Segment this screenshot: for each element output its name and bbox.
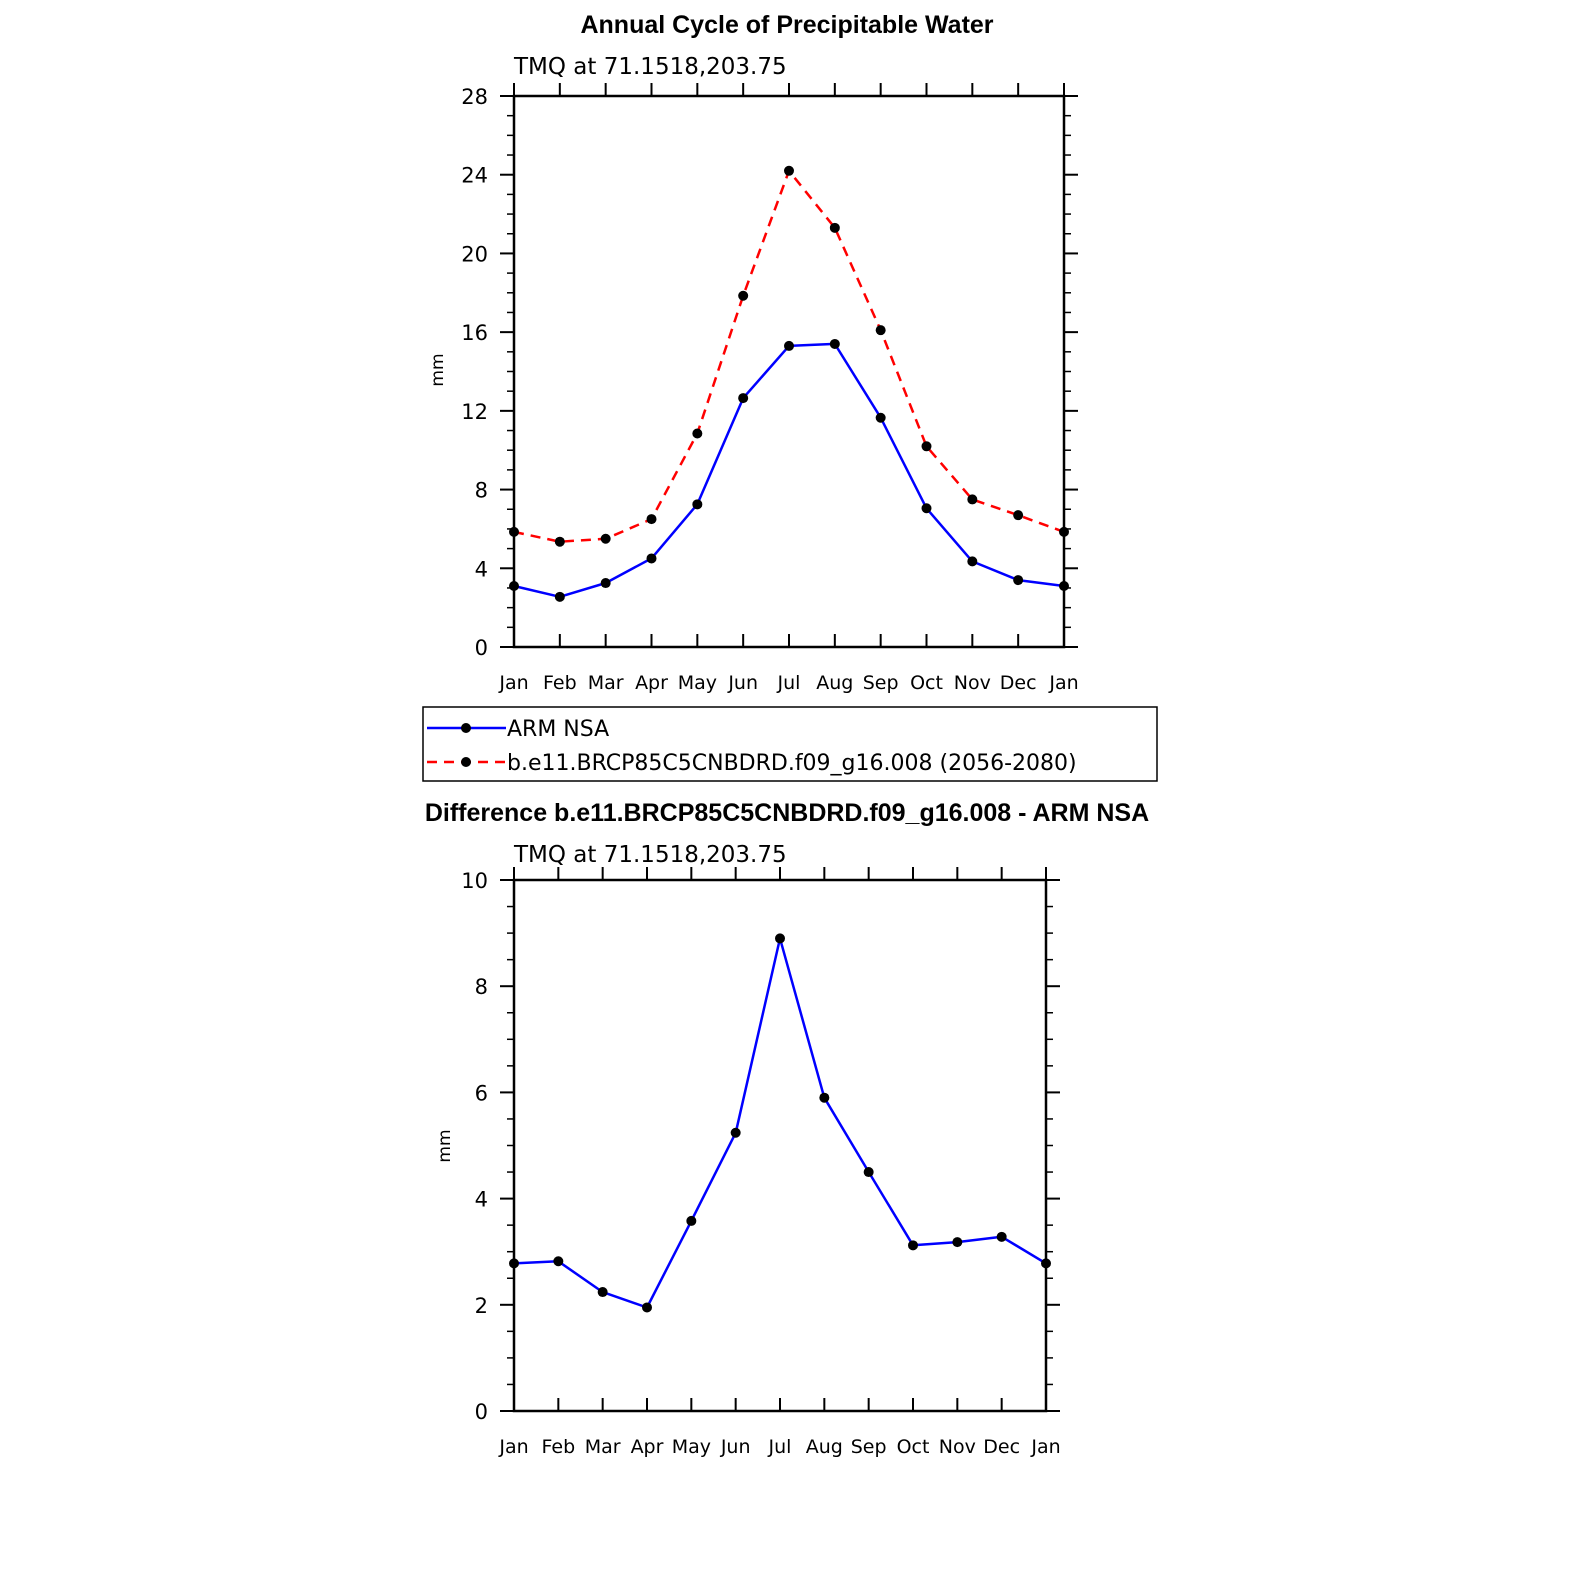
chart1-x-tick-label: Jul	[777, 672, 801, 694]
chart2-series-1-point	[775, 933, 785, 944]
chart2-series-1-point	[509, 1258, 519, 1269]
chart2-series-1-line	[513, 937, 1047, 1309]
chart1-series-2-point	[509, 526, 519, 537]
chart1-x-tick-label: Mar	[588, 672, 624, 694]
chart2-series-1-point	[819, 1092, 830, 1103]
chart2-y-axis-label: mm	[435, 1129, 455, 1162]
chart2-y-tick-label: 6	[475, 1081, 488, 1105]
chart1-plot-area: Jan Feb Mar Apr May Jun Jul Aug Sep Oct Nov Dec Jan 0…	[461, 83, 1079, 694]
chart1-series-2-point	[784, 165, 794, 176]
chart1-series-2-point	[967, 494, 978, 505]
chart1-series-1-point	[600, 578, 611, 589]
chart1-series-1-point	[1059, 580, 1069, 591]
chart2-x-tick-label: Feb	[542, 1436, 576, 1458]
chart2-series-1-point	[1041, 1258, 1051, 1269]
chart1-x-tick-label: Aug	[816, 672, 853, 694]
chart1-x-tick-label: Oct	[910, 672, 943, 694]
chart1-series-2-point	[738, 290, 749, 301]
chart1-series-2-point	[1013, 510, 1024, 521]
chart1-series-1-point	[509, 580, 519, 591]
chart1-series-2-line	[513, 169, 1065, 543]
chart2-subtitle: TMQ at 71.1518,203.75	[513, 842, 787, 868]
chart1-series-2-point	[600, 533, 611, 544]
chart1-x-tick-label: Feb	[543, 672, 577, 694]
chart2-series-1-point	[642, 1302, 652, 1313]
chart2-series-1-point	[996, 1231, 1007, 1242]
chart1-series-1-point	[646, 553, 657, 564]
chart1-series-1-point	[784, 340, 794, 351]
chart1-y-tick-label: 12	[461, 400, 488, 424]
chart2-x-tick-label: May	[672, 1436, 711, 1458]
chart2-series-1-point	[863, 1167, 874, 1178]
chart1-series-2-point	[921, 441, 932, 452]
chart2-x-tick-label: Jan	[1030, 1436, 1060, 1458]
chart2-y-tick-label: 2	[475, 1294, 488, 1318]
chart1-series-1-point	[738, 393, 749, 404]
chart1-series-1-line	[513, 342, 1065, 599]
chart1-y-axis-label: mm	[428, 353, 448, 386]
chart2-series-1-point	[686, 1215, 697, 1226]
chart1-series-1-point	[692, 499, 703, 510]
chart2-x-tick-label: Apr	[631, 1436, 664, 1458]
legend-box	[422, 706, 1158, 782]
chart1-y-tick-label: 24	[461, 164, 488, 188]
chart1-series-2-point	[692, 428, 703, 439]
chart1-x-tick-label: May	[678, 672, 717, 694]
chart1-y-tick-label: 20	[461, 242, 488, 266]
chart2-x-tick-label: Mar	[585, 1436, 621, 1458]
chart1-series-1-point	[829, 338, 840, 349]
chart2-plot-frame	[512, 878, 1048, 1413]
chart2-series-1-point	[597, 1287, 608, 1298]
chart1-series-1-point	[921, 503, 932, 514]
chart1-series-2-point	[829, 222, 840, 233]
chart1-series-2-point	[554, 536, 565, 547]
chart1-x-tick-label: Jan	[498, 672, 528, 694]
chart2-x-tick-label: Jan	[498, 1436, 528, 1458]
chart1-series-2-point	[875, 325, 886, 336]
chart1-x-tick-label: Nov	[954, 672, 991, 694]
chart2-title: Difference b.e11.BRCP85C5CNBDRD.f09_g16.…	[425, 799, 1149, 827]
chart2-y-tick-label: 10	[461, 869, 488, 893]
chart1-x-tick-label: Jan	[1048, 672, 1078, 694]
chart2-y-tick-label: 4	[475, 1188, 488, 1212]
chart2-x-tick-label: Oct	[897, 1436, 930, 1458]
chart1-subtitle: TMQ at 71.1518,203.75	[513, 54, 787, 80]
chart2-series-1-point	[908, 1240, 918, 1251]
legend-marker-arm-nsa	[461, 723, 471, 733]
chart1-y-tick-label: 8	[475, 479, 488, 503]
chart2-y-tick-label: 8	[475, 975, 488, 999]
chart1-series-1-point	[875, 412, 886, 423]
chart1-y-tick-label: 4	[475, 557, 488, 581]
chart2-x-tick-label: Nov	[939, 1436, 976, 1458]
chart2-x-tick-label: Jul	[768, 1436, 792, 1458]
chart2-plot-area: Jan Feb Mar Apr May Jun Jul Aug Sep Oct Nov Dec Jan 0…	[461, 867, 1061, 1458]
chart1-legend: ARM NSA b.e11.BRCP85C5CNBDRD.f09_g16.008…	[422, 706, 1158, 782]
chart1-y-tick-label: 28	[461, 85, 488, 109]
chart2-series-1-point	[730, 1127, 741, 1138]
chart1-x-tick-label: Dec	[1000, 672, 1037, 694]
chart2-x-tick-label: Jun	[720, 1436, 751, 1458]
chart2-x-tick-label: Aug	[806, 1436, 843, 1458]
chart1-series-1-point	[967, 556, 978, 567]
chart1-series-1-point	[1013, 575, 1024, 586]
chart1-y-tick-label: 0	[475, 636, 488, 660]
chart1-y-tick-label: 16	[461, 321, 488, 345]
legend-marker-model	[461, 757, 471, 767]
chart1-x-tick-label: Jun	[727, 672, 758, 694]
chart1-x-tick-label: Apr	[635, 672, 668, 694]
chart1-series-2-point	[646, 514, 657, 525]
legend-label-model: b.e11.BRCP85C5CNBDRD.f09_g16.008 (2056-2…	[507, 751, 1077, 776]
chart1-series-2-point	[1059, 526, 1069, 537]
chart2-x-tick-label: Sep	[851, 1436, 887, 1458]
legend-label-arm-nsa: ARM NSA	[507, 717, 609, 742]
chart1-title: Annual Cycle of Precipitable Water	[580, 11, 993, 39]
chart2-x-tick-label: Dec	[983, 1436, 1020, 1458]
chart2-y-tick-label: 0	[475, 1400, 488, 1424]
chart2-series-1-point	[553, 1256, 564, 1267]
chart2-series-1-point	[952, 1237, 963, 1248]
chart1-x-tick-label: Sep	[863, 672, 899, 694]
chart1-series-1-point	[554, 591, 565, 602]
